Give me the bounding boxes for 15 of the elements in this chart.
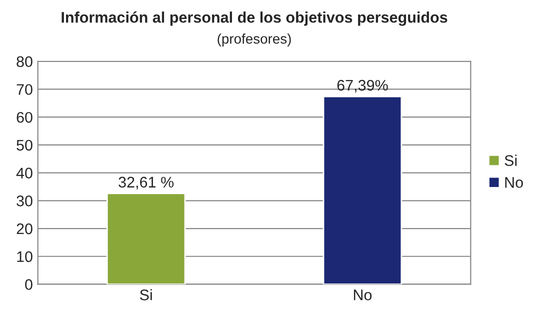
legend-label: Si (504, 154, 517, 166)
y-tick-label: 10 (17, 251, 32, 262)
y-tick-label: 60 (16, 112, 32, 123)
data-label: 67,39% (337, 80, 388, 93)
y-tick-label: 70 (16, 84, 32, 95)
y-tick-label: 0 (25, 279, 32, 290)
y-tick-label: 40 (16, 168, 32, 178)
y-tick-label: 20 (16, 223, 32, 234)
data-label: 32,61 % (118, 176, 174, 190)
y-tick-label: 80 (16, 56, 32, 68)
chart-title: Información al personal de los objetivos perseguidos (62, 11, 448, 26)
chart-subtitle: (profesores) (218, 34, 291, 46)
legend-label: No (505, 177, 523, 188)
y-tick-label: 50 (16, 140, 32, 151)
y-tick-label: 30 (16, 196, 32, 206)
